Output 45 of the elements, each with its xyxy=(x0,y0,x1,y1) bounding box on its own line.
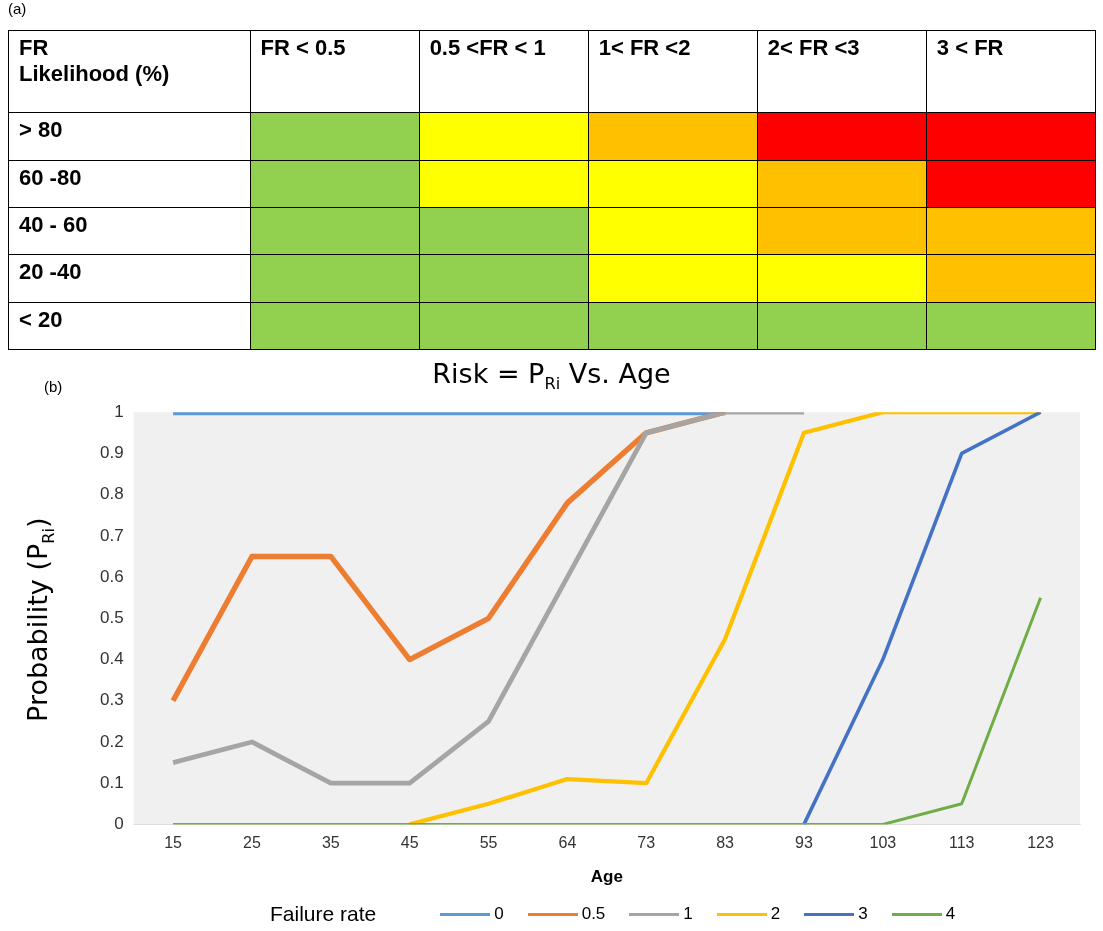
legend-title: Failure rate xyxy=(270,902,377,926)
legend-label: 0 xyxy=(494,904,504,924)
y-tick-label: 0.8 xyxy=(99,484,124,504)
y-tick-label: 0.1 xyxy=(99,772,124,792)
x-tick-label: 35 xyxy=(321,834,340,852)
x-axis-title: Age xyxy=(590,867,623,887)
text: < 20 xyxy=(8,302,251,350)
legend-label: 1 xyxy=(683,904,693,924)
y-tick-label: 1 xyxy=(114,401,124,421)
x-tick-label: 25 xyxy=(243,834,261,852)
y-tick-label: 0.4 xyxy=(99,649,124,669)
y-tick-label: 0.6 xyxy=(99,566,124,586)
chart-title: Risk = P$_{Ri}$ Vs. Age xyxy=(432,358,671,394)
legend-label: 0.5 xyxy=(581,904,606,924)
y-tick-label: 0.5 xyxy=(99,607,124,627)
y-tick-label: 0 xyxy=(114,814,124,834)
text: 0.5 <FR < 1 xyxy=(419,30,589,113)
x-tick-label: 45 xyxy=(400,834,419,852)
x-tick-label: 103 xyxy=(869,834,897,852)
x-tick-label: 123 xyxy=(1027,834,1055,852)
text: (a) xyxy=(8,0,27,17)
text: 3 < FR xyxy=(926,30,1096,113)
x-tick-label: 55 xyxy=(479,834,498,852)
y-tick-label: 0.2 xyxy=(99,731,124,751)
y-tick-label: 0.3 xyxy=(99,690,124,710)
x-tick-label: 15 xyxy=(164,834,183,852)
text: 1< FR <2 xyxy=(588,30,758,113)
text: 60 -80 xyxy=(8,160,251,208)
y-tick-label: 0.7 xyxy=(99,525,124,545)
x-tick-label: 64 xyxy=(558,834,577,852)
text: > 80 xyxy=(8,112,251,161)
legend-label: 3 xyxy=(858,904,868,924)
text: (b) xyxy=(44,378,63,395)
text: FR < 0.5 xyxy=(250,30,420,113)
legend-label: 2 xyxy=(770,904,781,924)
y-tick-label: 0.9 xyxy=(99,443,124,463)
x-tick-label: 93 xyxy=(795,834,813,852)
text: 40 - 60 xyxy=(8,207,251,255)
x-tick-label: 113 xyxy=(948,834,975,852)
x-tick-label: 83 xyxy=(716,834,735,852)
text: 20 -40 xyxy=(8,254,251,303)
x-tick-label: 73 xyxy=(637,834,656,852)
text: 2< FR <3 xyxy=(757,30,927,113)
legend-label: 4 xyxy=(945,904,956,924)
text: FR Likelihood (%) xyxy=(8,30,251,113)
